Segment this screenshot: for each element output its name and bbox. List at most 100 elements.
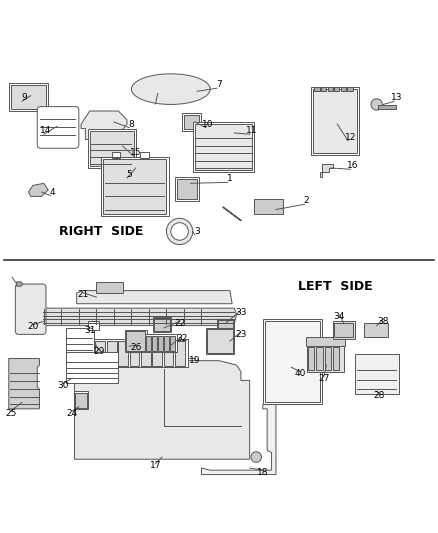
Bar (88, 128, 136, 168)
Polygon shape (77, 290, 232, 304)
Bar (355, 354, 399, 393)
Text: 40: 40 (294, 369, 306, 378)
Bar (125, 330, 147, 352)
Bar (175, 341, 185, 366)
Bar (313, 89, 357, 152)
Bar (321, 87, 326, 91)
Text: 10: 10 (202, 119, 214, 128)
Polygon shape (28, 183, 48, 197)
Bar (140, 152, 149, 158)
Text: 29: 29 (93, 348, 104, 357)
Text: 14: 14 (40, 126, 52, 135)
Bar (193, 122, 254, 172)
Bar (101, 157, 169, 216)
Text: 11: 11 (246, 126, 258, 135)
Bar (184, 115, 199, 130)
Text: 16: 16 (347, 161, 358, 170)
Polygon shape (74, 361, 250, 459)
Bar (307, 345, 344, 372)
Bar (206, 328, 234, 354)
Circle shape (251, 452, 261, 462)
Bar (126, 332, 145, 351)
Bar (158, 336, 163, 351)
Bar (90, 131, 134, 166)
Polygon shape (201, 405, 276, 474)
Bar (153, 317, 171, 332)
FancyBboxPatch shape (37, 107, 79, 148)
Polygon shape (9, 359, 39, 409)
Bar (347, 87, 353, 91)
Bar (107, 341, 117, 366)
Bar (152, 341, 162, 366)
Polygon shape (42, 308, 237, 326)
Text: 1: 1 (227, 174, 233, 183)
Bar (164, 341, 173, 366)
Bar (118, 341, 128, 366)
Bar (364, 324, 388, 336)
Polygon shape (81, 111, 127, 140)
Bar (74, 391, 88, 409)
Bar (103, 159, 166, 214)
Text: 19: 19 (189, 356, 201, 365)
Text: 21: 21 (78, 290, 89, 300)
Bar (152, 336, 157, 351)
Text: 17: 17 (150, 461, 161, 470)
Bar (170, 336, 175, 351)
Bar (334, 322, 353, 337)
Bar (96, 282, 123, 293)
Bar (75, 393, 87, 408)
Bar (341, 87, 346, 91)
Bar (334, 87, 339, 91)
Bar (265, 321, 320, 402)
Bar (94, 339, 188, 367)
Bar (88, 321, 99, 330)
Bar (207, 329, 233, 353)
Text: LEFT  SIDE: LEFT SIDE (298, 280, 372, 293)
Text: 9: 9 (21, 93, 27, 102)
Bar (325, 346, 331, 370)
Text: 25: 25 (5, 409, 17, 418)
Text: 24: 24 (67, 409, 78, 418)
Bar (328, 87, 333, 91)
Text: 12: 12 (345, 133, 356, 142)
Text: 7: 7 (216, 80, 222, 89)
Text: 38: 38 (378, 317, 389, 326)
Bar (130, 341, 139, 366)
Bar (254, 199, 283, 214)
Bar (112, 152, 120, 158)
Circle shape (166, 219, 193, 245)
Text: 3: 3 (194, 227, 200, 236)
Bar (145, 334, 177, 352)
Text: 22: 22 (174, 319, 185, 328)
Text: 30: 30 (58, 381, 69, 390)
Bar (218, 320, 233, 335)
FancyBboxPatch shape (15, 284, 46, 334)
Bar (177, 179, 197, 199)
Bar (141, 341, 151, 366)
Bar (95, 341, 105, 366)
Bar (308, 346, 314, 370)
Ellipse shape (131, 74, 210, 104)
Text: 20: 20 (27, 322, 39, 332)
Text: 4: 4 (50, 188, 55, 197)
Bar (333, 321, 355, 339)
Text: 5: 5 (126, 170, 132, 179)
Bar (195, 124, 252, 170)
Text: 26: 26 (130, 343, 141, 352)
Bar (311, 87, 359, 155)
Bar (9, 83, 48, 111)
Bar (182, 113, 201, 131)
Text: 34: 34 (334, 312, 345, 321)
Text: RIGHT  SIDE: RIGHT SIDE (59, 225, 143, 238)
Text: 27: 27 (318, 374, 330, 383)
Bar (146, 336, 151, 351)
Text: 15: 15 (130, 148, 141, 157)
Bar (306, 337, 345, 346)
Bar (333, 346, 339, 370)
Text: 23: 23 (235, 330, 247, 339)
Bar (164, 336, 169, 351)
Text: 33: 33 (235, 308, 247, 317)
Text: 28: 28 (373, 391, 385, 400)
Bar (263, 319, 322, 405)
Bar (11, 85, 46, 109)
